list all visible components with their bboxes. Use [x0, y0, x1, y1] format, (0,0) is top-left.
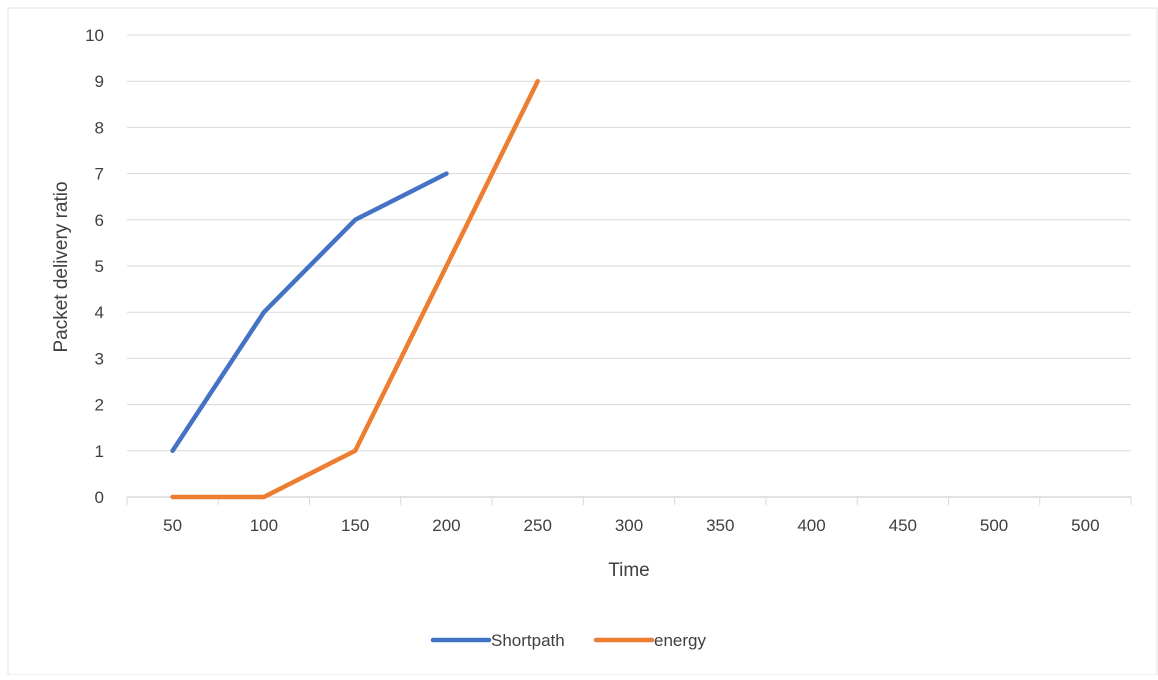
- x-tick-label: 500: [980, 516, 1008, 535]
- y-axis-tick-labels: 0 1 2 3 4 5 6 7 8 9 10: [85, 26, 104, 507]
- y-tick-label: 10: [85, 26, 104, 45]
- x-tick-label: 150: [341, 516, 369, 535]
- y-tick-label: 5: [95, 257, 104, 276]
- y-tick-label: 3: [95, 349, 104, 368]
- x-tick-label: 500: [1071, 516, 1099, 535]
- x-axis: 50 100 150 200 250 300 350 400 450 500 500: [126, 496, 1132, 535]
- x-tick-label: 350: [706, 516, 734, 535]
- gridlines: [127, 34, 1131, 498]
- x-tick-label: 250: [524, 516, 552, 535]
- y-tick-label: 2: [95, 396, 104, 415]
- y-tick-label: 1: [95, 442, 104, 461]
- series-line-energy: [170, 78, 540, 500]
- y-axis-title: Packet delivery ratio: [51, 181, 72, 352]
- legend-label-energy: energy: [654, 631, 706, 650]
- series-line-shortpath: [170, 171, 449, 454]
- series-lines: [170, 78, 540, 500]
- x-tick-label: 200: [432, 516, 460, 535]
- y-tick-label: 0: [95, 488, 104, 507]
- x-tick-label: 400: [797, 516, 825, 535]
- x-tick-label: 50: [163, 516, 182, 535]
- x-axis-title: Time: [608, 560, 650, 581]
- legend: Shortpath energy: [430, 631, 706, 650]
- chart-border: [7, 7, 1158, 676]
- x-tick-label: 450: [889, 516, 917, 535]
- x-tick-label: 300: [615, 516, 643, 535]
- legend-label-shortpath: Shortpath: [491, 631, 565, 650]
- y-tick-label: 4: [95, 303, 104, 322]
- y-tick-label: 8: [95, 118, 104, 137]
- y-tick-label: 7: [95, 165, 104, 184]
- y-tick-label: 6: [95, 211, 104, 230]
- x-tick-label: 100: [250, 516, 278, 535]
- y-tick-label: 9: [95, 72, 104, 91]
